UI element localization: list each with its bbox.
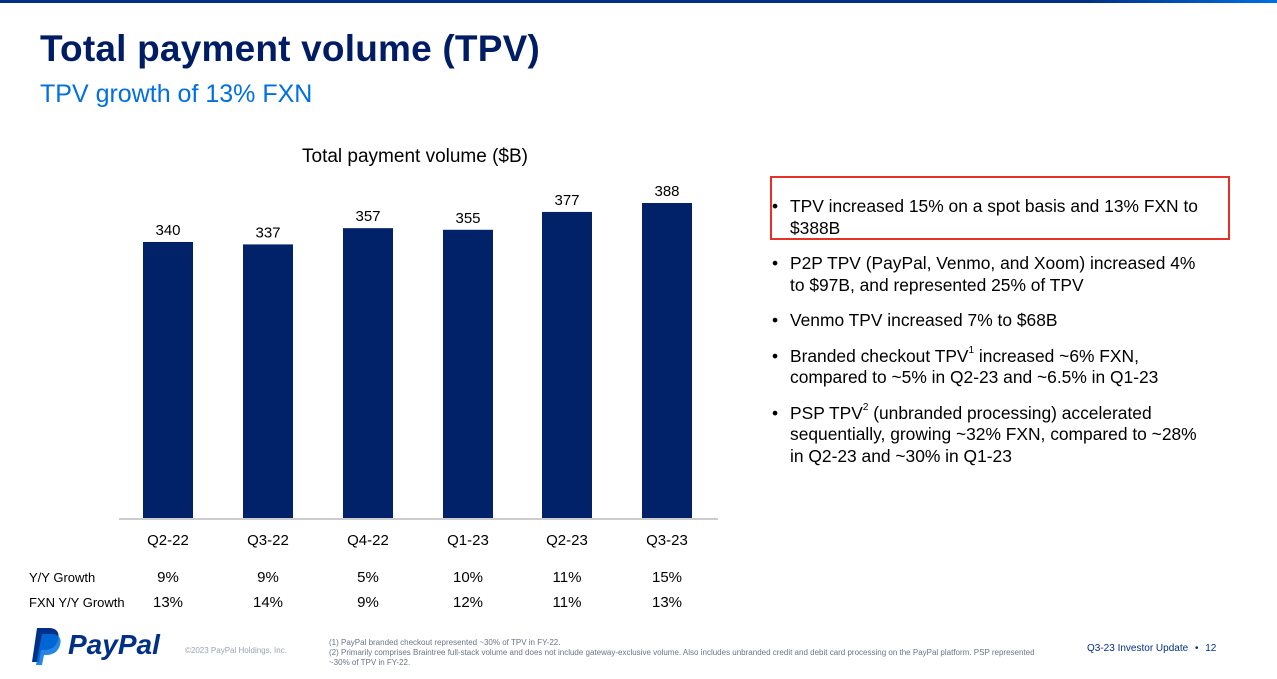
footer-page-info: Q3-23 Investor Update • 12 [1087,643,1216,654]
chart-title: Total payment volume ($B) [302,146,528,167]
paypal-wordmark: PayPal [68,629,160,660]
bullet-item: • TPV increased 15% on a spot basis and … [770,196,1210,239]
growth-value: 12% [452,594,484,611]
bar [243,244,293,518]
growth-value: 11% [552,594,582,611]
bullet-text-post: increased ~6% FXN, compared to ~5% in Q2… [790,345,1159,388]
bullet-text-pre: PSP TPV [790,402,863,423]
growth-value: 10% [452,569,484,586]
bar-value-label: 377 [554,192,579,209]
copyright: ©2023 PayPal Holdings, Inc. [185,646,287,655]
bullet-item: • Branded checkout TPV1 increased ~6% FX… [770,344,1210,389]
footer-separator: • [1194,643,1199,654]
bar-value-label: 355 [455,210,480,227]
bullet-dot: • [772,345,779,366]
bullet-dot: • [772,253,779,273]
bullet-dot: • [772,402,779,423]
category-label: Q2-22 [147,532,189,549]
bullet-list: • TPV increased 15% on a spot basis and … [770,196,1210,481]
growth-value: 9% [157,569,179,586]
growth-value: 5% [357,569,379,586]
growth-value: 13% [152,594,184,611]
bullet-dot: • [772,310,779,330]
footnote-1: (1) PayPal branded checkout represented … [329,638,561,647]
top-accent-line [0,0,1277,3]
bar-value-label: 340 [155,222,180,239]
bullet-text: P2P TPV (PayPal, Venmo, and Xoom) increa… [790,253,1196,295]
bar [642,203,692,518]
bullet-text-post: (unbranded processing) accelerated seque… [790,402,1197,466]
category-label: Q3-23 [646,532,688,549]
footnotes: (1) PayPal branded checkout represented … [329,638,1049,668]
page-title: Total payment volume (TPV) [40,28,540,69]
bullet-text: TPV increased 15% on a spot basis and 13… [790,196,1198,238]
tpv-bar-chart: 340 Q2-22 337 Q3-22 357 Q4-22 355 Q1-23 377 Q2-23… [119,183,718,549]
growth-value: 15% [651,569,683,586]
page-subtitle: TPV growth of 13% FXN [40,80,313,108]
paypal-logo-icon [32,628,61,665]
category-label: Q2-23 [546,532,588,549]
category-label: Q4-22 [347,532,389,549]
growth-value: 9% [257,569,279,586]
bar-value-label: 357 [355,208,380,225]
deck-name: Q3-23 Investor Update [1087,643,1189,654]
bar-value-label: 388 [654,183,679,200]
growth-value: 14% [252,594,284,611]
highlight-box [770,176,1230,240]
bullet-dot: • [772,196,779,216]
bar [542,211,592,518]
growth-value: 11% [552,569,582,586]
bar [443,229,493,518]
bullet-item: • Venmo TPV increased 7% to $68B [770,310,1210,332]
growth-value: 9% [357,594,379,611]
bar [343,228,393,518]
footnote-ref: 1 [968,344,975,356]
page-number: 12 [1205,643,1217,654]
growth-row-label: FXN Y/Y Growth [29,595,125,610]
bullet-text-pre: Branded checkout TPV [790,345,969,366]
bar-value-label: 337 [255,224,280,241]
category-label: Q3-22 [247,532,289,549]
bullet-text: Venmo TPV increased 7% to $68B [790,310,1058,330]
bullet-item: • P2P TPV (PayPal, Venmo, and Xoom) incr… [770,253,1210,296]
category-label: Q1-23 [447,532,489,549]
bullet-item: • PSP TPV2 (unbranded processing) accele… [770,401,1210,468]
bar [143,241,193,519]
footnote-2: (2) Primarily comprises Braintree full-s… [329,648,1035,667]
footnote-ref: 2 [862,401,869,413]
growth-value: 13% [651,594,683,611]
growth-row-label: Y/Y Growth [29,570,96,585]
